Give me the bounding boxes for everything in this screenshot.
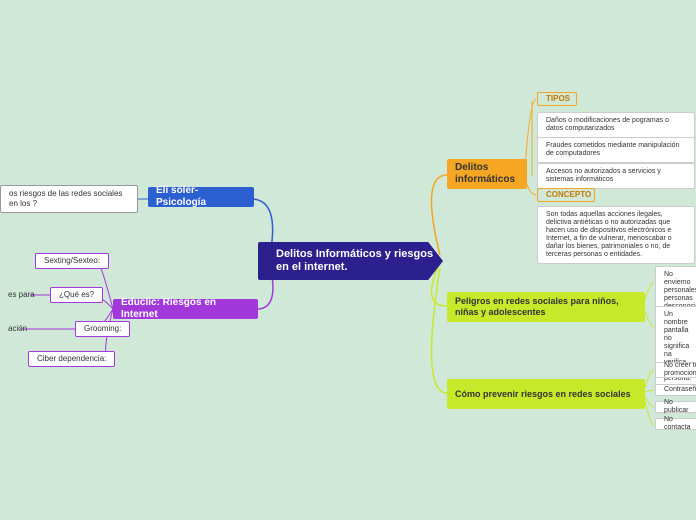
peligros-label: Peligros en redes sociales para niños, n… — [455, 296, 637, 318]
prevenir-text: No contacta — [664, 416, 690, 432]
psicologia-detail: os riesgos de las redes sociales en los … — [0, 185, 138, 213]
concepto-header[interactable]: CONCEPTO — [537, 188, 595, 202]
center-title: Delitos Informáticos y riesgos en el int… — [276, 248, 435, 274]
prevenir-label: Cómo prevenir riesgos en redes sociales — [455, 389, 631, 400]
peligros-node[interactable]: Peligros en redes sociales para niños, n… — [447, 292, 645, 322]
tipos-text: Accesos no autorizados a servicios y sis… — [546, 168, 686, 184]
tipos-item-1: Daños o modificaciones de pogramas o dat… — [537, 112, 695, 138]
tipos-header-text: TIPOS — [546, 94, 570, 104]
edu-detail-text: es para — [8, 290, 35, 300]
edu-item-label: Grooming: — [84, 324, 121, 334]
edu-item-sexting[interactable]: Sexting/Sexteo: — [35, 253, 109, 269]
center-node[interactable]: Delitos Informáticos y riesgos en el int… — [258, 242, 443, 280]
tipos-header[interactable]: TIPOS — [537, 92, 577, 106]
edu-item-label: Ciber dependencia: — [37, 354, 106, 364]
prevenir-item-4: No contacta — [655, 418, 696, 430]
edu-detail-text: ación — [8, 324, 27, 334]
edu-item-grooming[interactable]: Grooming: — [75, 321, 130, 337]
prevenir-item-2: Contraseña — [655, 384, 696, 396]
prevenir-item-3: No publicar — [655, 401, 696, 413]
educlic-label: Educlic: Riesgos en Internet — [121, 297, 250, 321]
tipos-item-2: Fraudes cometidos mediante manipulación … — [537, 137, 695, 163]
edu-item-quees[interactable]: ¿Qué es? — [50, 287, 103, 303]
prevenir-item-1: No creer to promocione — [655, 362, 696, 378]
edu-item-ciber[interactable]: Ciber dependencia: — [28, 351, 115, 367]
educlic-node[interactable]: Educlic: Riesgos en Internet — [113, 299, 258, 319]
edu-detail-quees: es para — [0, 287, 35, 303]
delitos-label: Delitos informáticos — [455, 162, 519, 186]
delitos-node[interactable]: Delitos informáticos — [447, 159, 527, 189]
edu-item-label: Sexting/Sexteo: — [44, 256, 100, 266]
edu-item-label: ¿Qué es? — [59, 290, 94, 300]
psicologia-detail-text: os riesgos de las redes sociales en los … — [9, 189, 129, 208]
concepto-text-box: Son todas aquellas acciones ilegales, de… — [537, 206, 695, 264]
prevenir-text: Contraseña — [664, 386, 696, 394]
concepto-header-text: CONCEPTO — [546, 190, 591, 200]
prevenir-node[interactable]: Cómo prevenir riesgos en redes sociales — [447, 379, 645, 409]
tipos-text: Daños o modificaciones de pogramas o dat… — [546, 117, 686, 133]
edu-detail-grooming: ación — [0, 321, 27, 337]
prevenir-text: No creer to promocione — [664, 362, 696, 378]
psicologia-node[interactable]: Eli soler- Psicología — [148, 187, 254, 207]
prevenir-text: No publicar — [664, 399, 689, 415]
tipos-text: Fraudes cometidos mediante manipulación … — [546, 142, 686, 158]
tipos-item-3: Accesos no autorizados a servicios y sis… — [537, 163, 695, 189]
psicologia-label: Eli soler- Psicología — [156, 185, 246, 209]
concepto-text: Son todas aquellas acciones ilegales, de… — [546, 211, 686, 259]
